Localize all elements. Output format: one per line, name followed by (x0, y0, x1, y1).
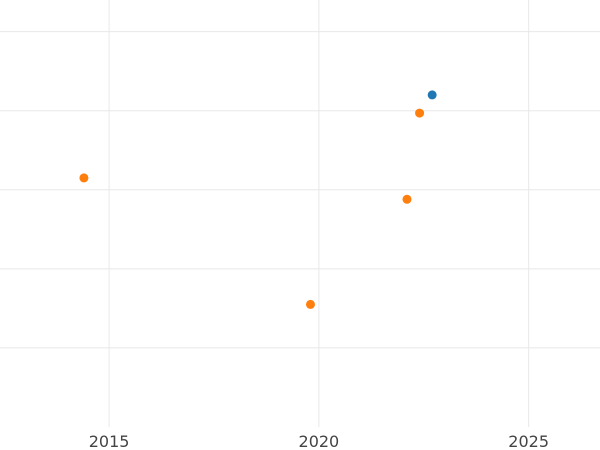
scatter-point-series-2 (415, 108, 425, 118)
x-tick-label: 2015 (89, 432, 130, 450)
scatter-point-series-2 (402, 194, 412, 204)
x-tick-label: 2025 (508, 432, 549, 450)
x-tick-label: 2020 (299, 432, 340, 450)
x-axis-ticks: 2015 2020 2025 (89, 432, 549, 450)
scatter-point-series-2 (79, 173, 89, 183)
data-points (79, 90, 437, 309)
scatter-point-series-2 (305, 299, 315, 309)
scatter-point-series-1 (427, 90, 437, 100)
grid-layer (0, 0, 600, 427)
